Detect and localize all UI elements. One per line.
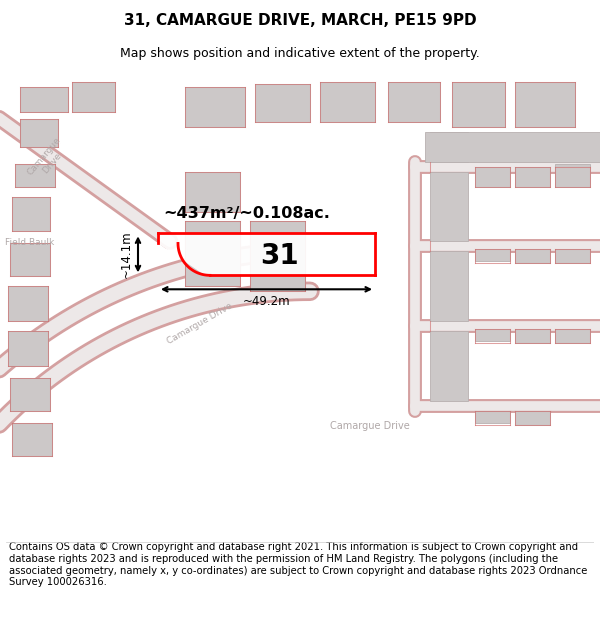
Polygon shape [555,164,590,187]
Polygon shape [555,329,590,343]
Polygon shape [255,84,310,122]
Polygon shape [158,234,375,276]
Polygon shape [15,164,55,187]
Text: ~14.1m: ~14.1m [119,231,133,278]
Text: Camargue Drive: Camargue Drive [330,421,410,431]
Polygon shape [515,249,550,263]
Polygon shape [10,378,50,411]
Text: Contains OS data © Crown copyright and database right 2021. This information is : Contains OS data © Crown copyright and d… [9,542,587,587]
Polygon shape [185,221,240,286]
Text: 31, CAMARGUE DRIVE, MARCH, PE15 9PD: 31, CAMARGUE DRIVE, MARCH, PE15 9PD [124,12,476,28]
Text: Camargue
Drive: Camargue Drive [26,136,70,184]
Text: ~437m²/~0.108ac.: ~437m²/~0.108ac. [163,206,330,221]
Polygon shape [12,423,52,456]
Polygon shape [388,82,440,122]
Polygon shape [515,167,550,187]
Polygon shape [475,167,510,187]
Polygon shape [72,82,115,112]
Polygon shape [20,87,68,112]
Polygon shape [475,411,510,423]
Polygon shape [8,286,48,321]
Polygon shape [185,87,245,127]
Polygon shape [515,411,550,425]
Polygon shape [8,331,48,366]
Text: ~49.2m: ~49.2m [242,295,290,308]
Text: Map shows position and indicative extent of the property.: Map shows position and indicative extent… [120,48,480,61]
Text: 31: 31 [260,242,299,271]
Text: Camargue Drive: Camargue Drive [166,301,234,346]
Polygon shape [515,82,575,127]
Polygon shape [475,249,510,261]
Polygon shape [515,329,550,343]
Polygon shape [430,251,468,321]
Polygon shape [250,221,305,291]
Text: Field Baulk: Field Baulk [5,238,55,247]
Polygon shape [20,119,58,147]
Polygon shape [430,331,468,401]
Polygon shape [10,243,50,276]
Polygon shape [12,196,50,231]
Polygon shape [430,172,468,241]
Polygon shape [185,172,240,211]
Polygon shape [425,132,600,162]
Polygon shape [452,82,505,127]
Polygon shape [475,329,510,341]
Polygon shape [555,249,590,263]
Polygon shape [320,82,375,122]
Polygon shape [430,132,468,162]
